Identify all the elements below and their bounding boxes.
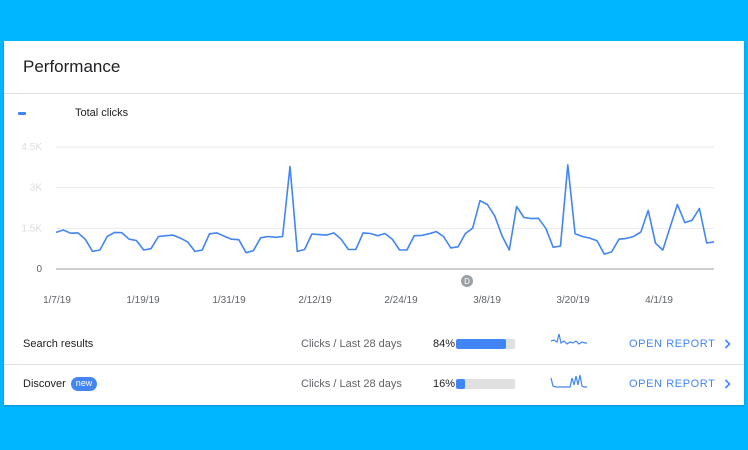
chevron-right-icon bbox=[724, 337, 732, 352]
y-tick-label: 3K bbox=[30, 183, 43, 194]
performance-card: Performance Total clicks 0 1.5K 3K 4.5K 1/7/… bbox=[4, 41, 744, 405]
y-tick-label: 1.5K bbox=[21, 223, 42, 234]
x-tick-label: 1/31/19 bbox=[212, 295, 246, 306]
report-name-label: Search results bbox=[23, 338, 94, 350]
page-title: Performance bbox=[23, 57, 121, 76]
legend-label: Total clicks bbox=[75, 107, 129, 119]
report-percent: 84% bbox=[433, 338, 456, 350]
annotation-marker-label: D bbox=[464, 277, 470, 286]
y-tick-label: 4.5K bbox=[21, 142, 42, 153]
share-bar bbox=[456, 339, 515, 349]
open-report-label: OPEN REPORT bbox=[629, 378, 716, 390]
series-line bbox=[55, 164, 715, 255]
x-tick-label: 2/24/19 bbox=[384, 295, 418, 306]
y-tick-label: 0 bbox=[36, 264, 42, 275]
report-metric: Clicks / Last 28 days bbox=[301, 378, 402, 390]
x-tick-label: 1/19/19 bbox=[126, 295, 160, 306]
share-bar-fill bbox=[456, 339, 506, 349]
open-report-label: OPEN REPORT bbox=[629, 338, 716, 350]
new-badge: new bbox=[70, 377, 98, 391]
clicks-chart: 0 1.5K 3K 4.5K 1/7/19 1/19/19 1/31/19 2/12/19 2/… bbox=[4, 133, 744, 323]
x-tick-label: 3/20/19 bbox=[556, 295, 590, 306]
share-bar bbox=[456, 379, 515, 389]
report-name-label: Discover bbox=[23, 378, 66, 390]
open-report-button-discover[interactable]: OPEN REPORT bbox=[629, 377, 732, 392]
share-bar-fill bbox=[456, 379, 466, 389]
chevron-right-icon bbox=[724, 377, 732, 392]
x-tick-label: 1/7/19 bbox=[43, 295, 71, 306]
chart-svg: 0 1.5K 3K 4.5K 1/7/19 1/19/19 1/31/19 2/12/19 2/… bbox=[21, 142, 715, 306]
sparkline-search bbox=[550, 333, 587, 345]
annotation-marker bbox=[461, 275, 473, 287]
report-row-search-results: Search results Clicks / Last 28 days 84%… bbox=[4, 324, 744, 365]
open-report-button-search[interactable]: OPEN REPORT bbox=[629, 337, 732, 352]
report-name: Discover new bbox=[23, 377, 98, 391]
legend-swatch bbox=[18, 112, 26, 115]
x-tick-label: 2/12/19 bbox=[298, 295, 332, 306]
x-tick-label: 3/8/19 bbox=[473, 295, 501, 306]
report-name: Search results bbox=[23, 338, 93, 350]
card-header: Performance bbox=[4, 41, 744, 94]
report-metric: Clicks / Last 28 days bbox=[301, 338, 402, 350]
x-tick-label: 4/1/19 bbox=[645, 295, 673, 306]
report-percent: 16% bbox=[433, 378, 456, 390]
chart-legend: Total clicks bbox=[4, 93, 744, 133]
report-row-discover: Discover new Clicks / Last 28 days 16% O… bbox=[4, 364, 744, 404]
sparkline-discover bbox=[550, 374, 587, 388]
